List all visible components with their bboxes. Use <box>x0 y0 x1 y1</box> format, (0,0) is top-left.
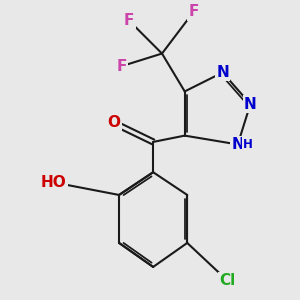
Text: O: O <box>107 116 121 130</box>
Text: F: F <box>188 4 199 20</box>
Text: F: F <box>116 59 127 74</box>
Text: HO: HO <box>40 175 66 190</box>
Text: N: N <box>216 65 229 80</box>
Text: H: H <box>243 138 253 151</box>
Text: Cl: Cl <box>220 273 236 288</box>
Text: F: F <box>124 13 134 28</box>
Text: N: N <box>244 97 257 112</box>
Text: N: N <box>231 137 244 152</box>
